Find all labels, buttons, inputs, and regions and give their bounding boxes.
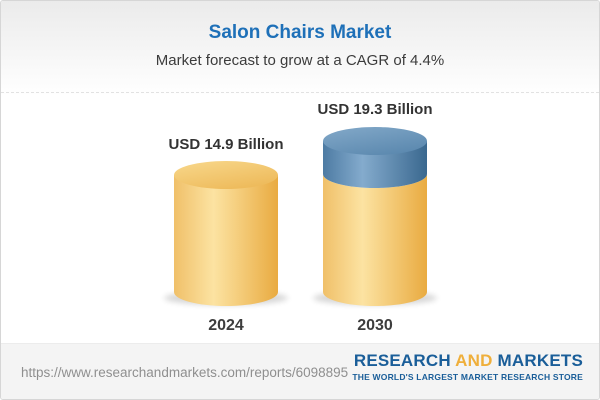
value-label-2030: USD 19.3 Billion	[317, 101, 433, 118]
value-label-2024: USD 14.9 Billion	[168, 136, 284, 153]
cylinder-2030-growth-segment	[323, 127, 427, 188]
logo-tagline: THE WORLD'S LARGEST MARKET RESEARCH STOR…	[352, 372, 583, 382]
research-and-markets-logo: RESEARCH AND MARKETS THE WORLD'S LARGEST…	[352, 351, 583, 383]
chart-subtitle: Market forecast to grow at a CAGR of 4.4…	[155, 52, 445, 69]
logo-word-research: RESEARCH	[353, 351, 451, 370]
cylinder-2030-base	[323, 174, 427, 306]
footer-bar: https://www.researchandmarkets.com/repor…	[1, 343, 599, 399]
axis-label-2030: 2030	[357, 317, 393, 334]
logo-word-markets: MARKETS	[497, 351, 583, 370]
cylinder-2030	[323, 127, 427, 306]
logo-wordmark: RESEARCH AND MARKETS	[352, 351, 583, 371]
report-url: https://www.researchandmarkets.com/repor…	[21, 365, 349, 380]
top-dotted-gridline	[1, 92, 599, 93]
chart-title: Salon Chairs Market	[208, 22, 392, 43]
cylinder-2024	[174, 161, 278, 306]
header-gradient	[1, 1, 599, 96]
cylinder-bar-chart	[164, 127, 437, 306]
axis-label-2024: 2024	[208, 317, 244, 334]
logo-word-and: AND	[455, 351, 493, 370]
